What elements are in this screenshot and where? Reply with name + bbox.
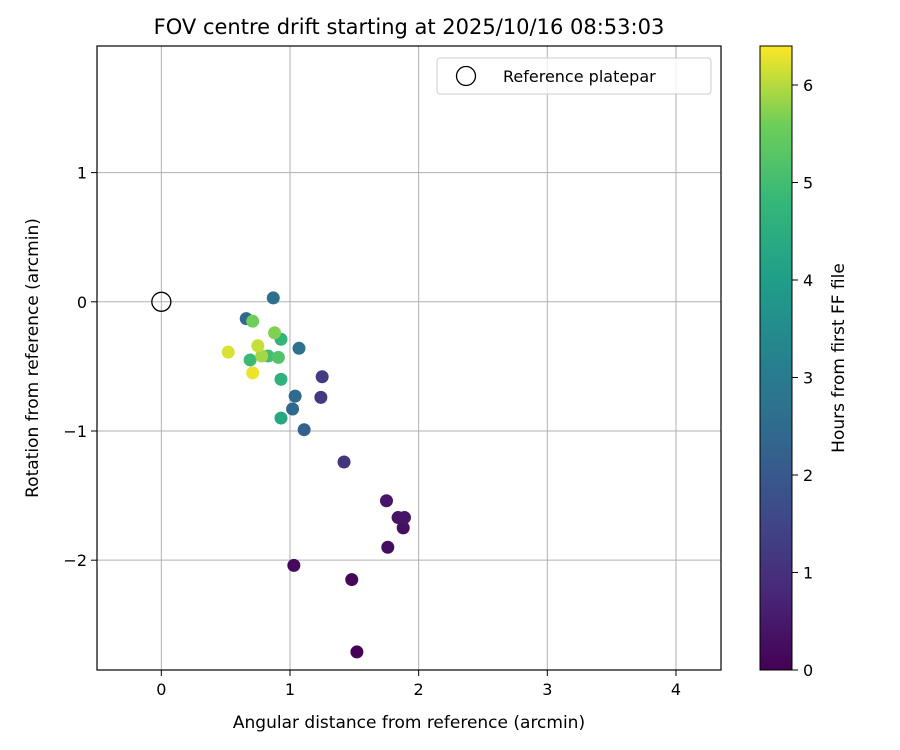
scatter-point — [345, 573, 359, 587]
scatter-point — [251, 339, 265, 353]
x-tick-label: 0 — [156, 680, 166, 699]
scatter-point — [274, 372, 288, 386]
x-axis-ticks: 0 1 2 3 4 — [156, 670, 681, 699]
scatter-point — [221, 345, 235, 359]
y-tick-label: −2 — [63, 551, 87, 570]
x-tick-label: 4 — [671, 680, 681, 699]
scatter-point — [315, 370, 329, 384]
scatter-point — [314, 390, 328, 404]
x-tick-label: 3 — [542, 680, 552, 699]
colorbar-tick-label: 1 — [803, 564, 813, 583]
x-tick-label: 1 — [285, 680, 295, 699]
colorbar-tick-label: 2 — [803, 466, 813, 485]
colorbar-tick-label: 0 — [803, 661, 813, 680]
scatter-point — [292, 341, 306, 355]
scatter-point — [297, 423, 311, 437]
colorbar-ticks: 0 1 2 3 4 5 6 — [792, 76, 813, 680]
legend: Reference platepar — [436, 57, 712, 95]
y-axis-ticks: −2 −1 0 1 — [63, 164, 97, 570]
scatter-point — [246, 314, 260, 328]
reference-platepar-marker — [151, 291, 172, 312]
scatter-point — [379, 494, 393, 508]
scatter-point — [396, 521, 410, 535]
scatter-point — [246, 366, 260, 380]
scatter-point — [350, 645, 364, 659]
colorbar-tick-label: 3 — [803, 369, 813, 388]
colorbar-label: Hours from first FF file — [829, 263, 849, 453]
scatter-point — [286, 402, 300, 416]
colorbar-tick-label: 5 — [803, 174, 813, 193]
scatter-point — [243, 353, 257, 367]
grid — [97, 46, 721, 670]
scatter-point — [397, 511, 411, 525]
x-axis-label: Angular distance from reference (arcmin) — [233, 713, 585, 733]
colorbar-tick-label: 6 — [803, 76, 813, 95]
chart-title: FOV centre drift starting at 2025/10/16 … — [154, 15, 665, 39]
scatter-point — [268, 326, 282, 340]
y-tick-label: −1 — [63, 422, 87, 441]
scatter-points — [151, 291, 411, 659]
y-tick-label: 0 — [77, 293, 87, 312]
scatter-point — [266, 291, 280, 305]
x-tick-label: 2 — [414, 680, 424, 699]
legend-box — [436, 57, 712, 95]
scatter-point — [271, 350, 285, 364]
scatter-point — [287, 558, 301, 572]
scatter-point — [255, 349, 269, 363]
scatter-point — [381, 540, 395, 554]
colorbar-gradient — [759, 45, 793, 671]
plot-frame — [96, 45, 722, 671]
scatter-point — [288, 389, 302, 403]
y-tick-label: 1 — [77, 164, 87, 183]
scatter-point — [274, 411, 288, 425]
scatter-point — [337, 455, 351, 469]
y-axis-label: Rotation from reference (arcmin) — [23, 218, 43, 498]
legend-marker-icon — [455, 65, 477, 87]
colorbar-tick-label: 4 — [803, 271, 813, 290]
colorbar: 0 1 2 3 4 5 6 Hours from first FF file — [759, 45, 849, 680]
legend-label: Reference platepar — [503, 67, 656, 86]
